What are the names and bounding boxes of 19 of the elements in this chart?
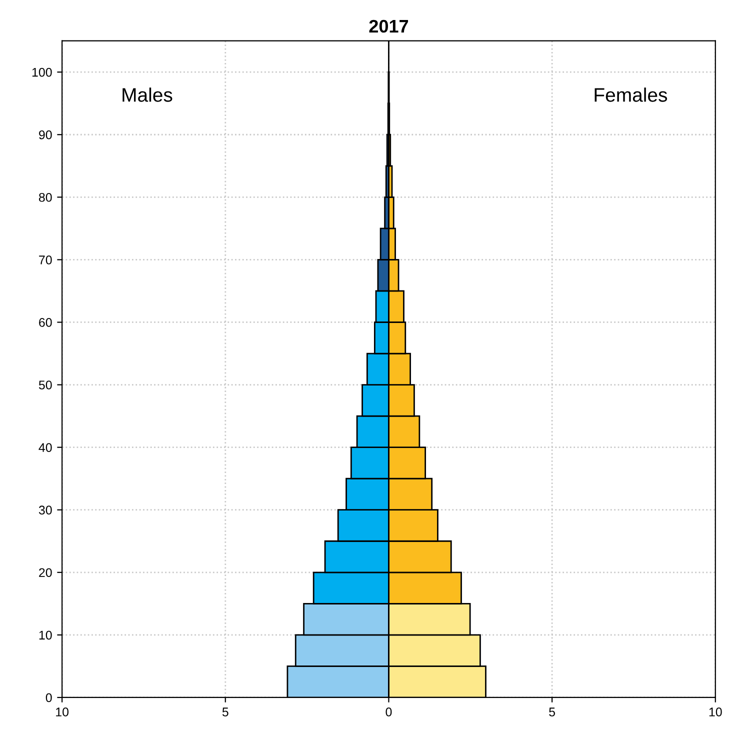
y-tick-label: 80 <box>38 192 52 202</box>
annotation: Females <box>594 88 668 102</box>
y-tick-label: 40 <box>38 443 52 452</box>
y-tick-label: 100 <box>32 68 52 77</box>
y-tick-label: 90 <box>39 130 52 140</box>
x-tick-label: 0 <box>386 708 392 716</box>
x-tick-label: 10 <box>709 708 722 716</box>
x-tick-label: 5 <box>222 708 228 716</box>
y-tick-label: 70 <box>39 256 52 264</box>
y-tick-label: 10 <box>39 630 52 640</box>
y-tick-label: 50 <box>38 380 52 390</box>
y-tick-label: 20 <box>39 568 52 578</box>
y-tick-label: 30 <box>38 506 52 515</box>
x-tick-label: 10 <box>56 708 69 716</box>
y-tick-label: 0 <box>46 693 52 702</box>
chart-title: 2017 <box>369 20 408 33</box>
y-tick-label: 60 <box>39 318 52 327</box>
annotation: Males <box>122 88 172 102</box>
x-tick-label: 5 <box>549 708 556 716</box>
